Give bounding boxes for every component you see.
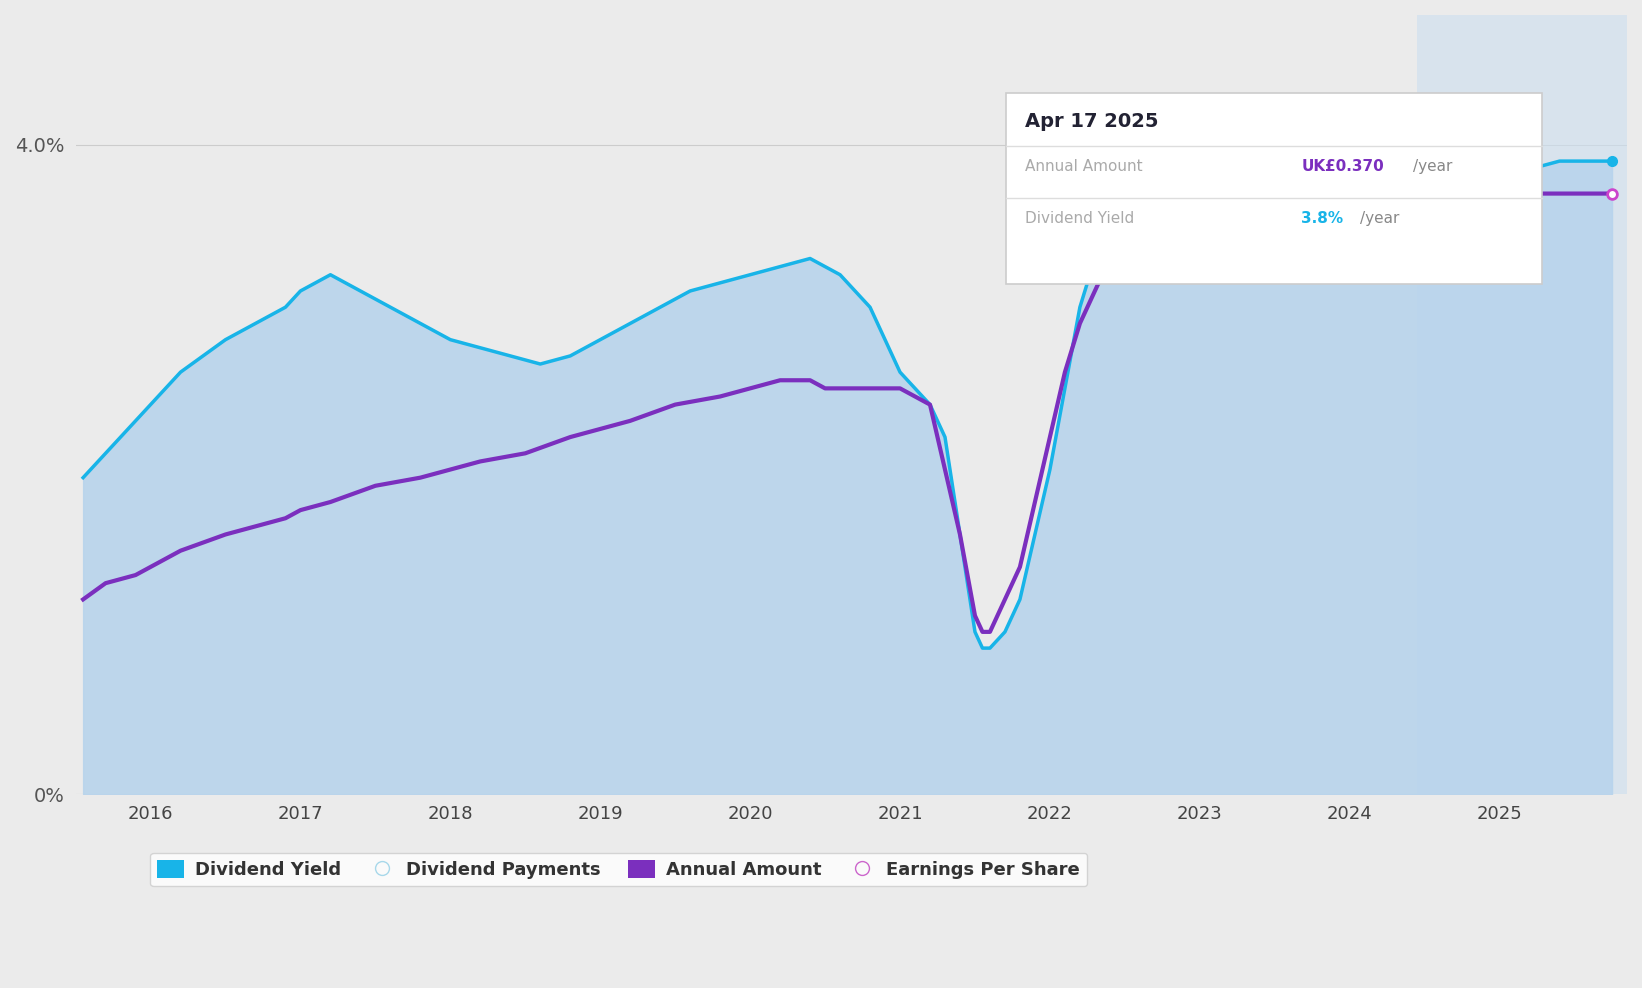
FancyBboxPatch shape — [1007, 93, 1542, 284]
Text: Apr 17 2025: Apr 17 2025 — [1025, 113, 1159, 131]
Text: 3.8%: 3.8% — [1300, 211, 1343, 226]
Text: /year: /year — [1360, 211, 1399, 226]
Text: UK£0.370: UK£0.370 — [1300, 159, 1384, 174]
Text: /year: /year — [1412, 159, 1452, 174]
Text: Past: Past — [1422, 107, 1456, 124]
Legend: Dividend Yield, Dividend Payments, Annual Amount, Earnings Per Share: Dividend Yield, Dividend Payments, Annua… — [149, 853, 1087, 886]
Bar — [1417, 15, 1627, 794]
Text: Dividend Yield: Dividend Yield — [1025, 211, 1135, 226]
Text: Annual Amount: Annual Amount — [1025, 159, 1143, 174]
